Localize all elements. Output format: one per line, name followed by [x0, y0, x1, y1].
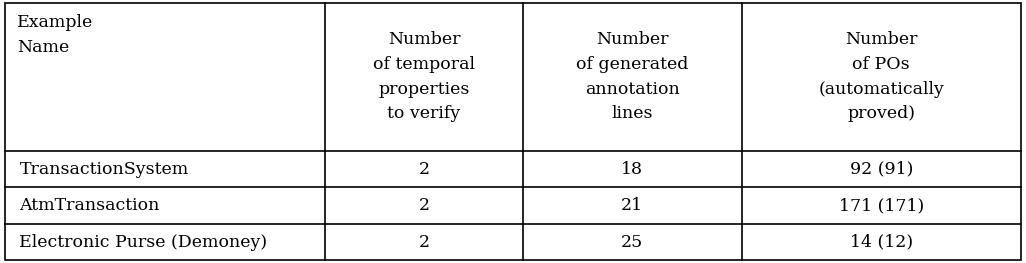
- Text: Number
of generated
annotation
lines: Number of generated annotation lines: [577, 31, 688, 123]
- Text: TransactionSystem: TransactionSystem: [19, 161, 189, 178]
- Text: Number
of POs
(automatically
proved): Number of POs (automatically proved): [819, 31, 944, 123]
- Text: Electronic Purse (Demoney): Electronic Purse (Demoney): [19, 234, 268, 251]
- Text: 92 (91): 92 (91): [850, 161, 913, 178]
- Text: 18: 18: [622, 161, 643, 178]
- Text: 2: 2: [419, 161, 430, 178]
- Text: Example
Name: Example Name: [17, 14, 93, 56]
- Text: Number
of temporal
properties
to verify: Number of temporal properties to verify: [373, 31, 475, 123]
- Text: 25: 25: [621, 234, 643, 251]
- Text: AtmTransaction: AtmTransaction: [19, 197, 160, 214]
- Text: 21: 21: [622, 197, 643, 214]
- Text: 2: 2: [419, 197, 430, 214]
- Text: 14 (12): 14 (12): [850, 234, 913, 251]
- Text: 171 (171): 171 (171): [838, 197, 923, 214]
- Text: 2: 2: [419, 234, 430, 251]
